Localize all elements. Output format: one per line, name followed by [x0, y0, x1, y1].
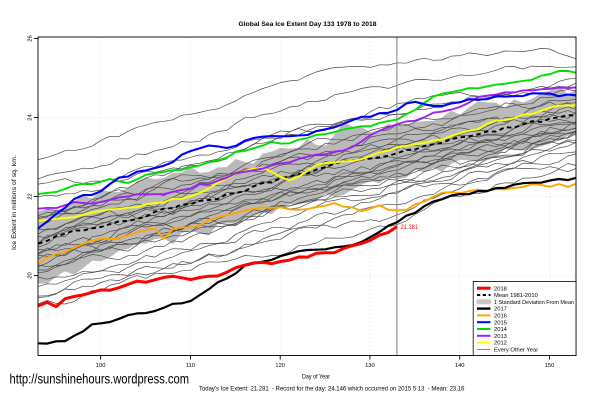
svg-text:1 Standard Deviation From Mean: 1 Standard Deviation From Mean: [494, 300, 574, 306]
svg-text:130: 130: [365, 363, 375, 369]
svg-text:110: 110: [186, 363, 195, 369]
svg-text:26: 26: [28, 35, 34, 41]
svg-text:http://sunshinehours.wordpress: http://sunshinehours.wordpress.com: [10, 371, 190, 387]
svg-text:2017: 2017: [494, 307, 507, 313]
svg-text:Today's Ice Extent: 21.281 -: Today's Ice Extent: 21.281 - Record for …: [199, 387, 465, 393]
svg-text:120: 120: [275, 363, 285, 369]
svg-text:2016: 2016: [494, 314, 507, 320]
svg-text:21.281: 21.281: [401, 224, 419, 231]
svg-text:Global Sea Ice Extent Day 133: Global Sea Ice Extent Day 133 1978 to 20…: [239, 21, 377, 28]
svg-text:2015: 2015: [494, 320, 507, 326]
svg-text:2018: 2018: [494, 286, 507, 292]
svg-text:2013: 2013: [494, 334, 507, 340]
svg-text:2012: 2012: [494, 341, 507, 347]
svg-text:100: 100: [96, 363, 106, 369]
svg-text:140: 140: [455, 363, 465, 369]
svg-text:Day of Year: Day of Year: [302, 375, 330, 381]
svg-text:Ice Extent in millions of sq.: Ice Extent in millions of sq. km.: [11, 155, 18, 250]
svg-text:Every Other Year: Every Other Year: [494, 348, 538, 354]
svg-text:Mean 1981-2010: Mean 1981-2010: [494, 293, 538, 299]
svg-text:2014: 2014: [494, 327, 508, 333]
svg-text:24: 24: [28, 114, 34, 121]
svg-text:20: 20: [28, 272, 34, 278]
svg-text:150: 150: [545, 363, 555, 369]
svg-text:22: 22: [28, 193, 34, 199]
